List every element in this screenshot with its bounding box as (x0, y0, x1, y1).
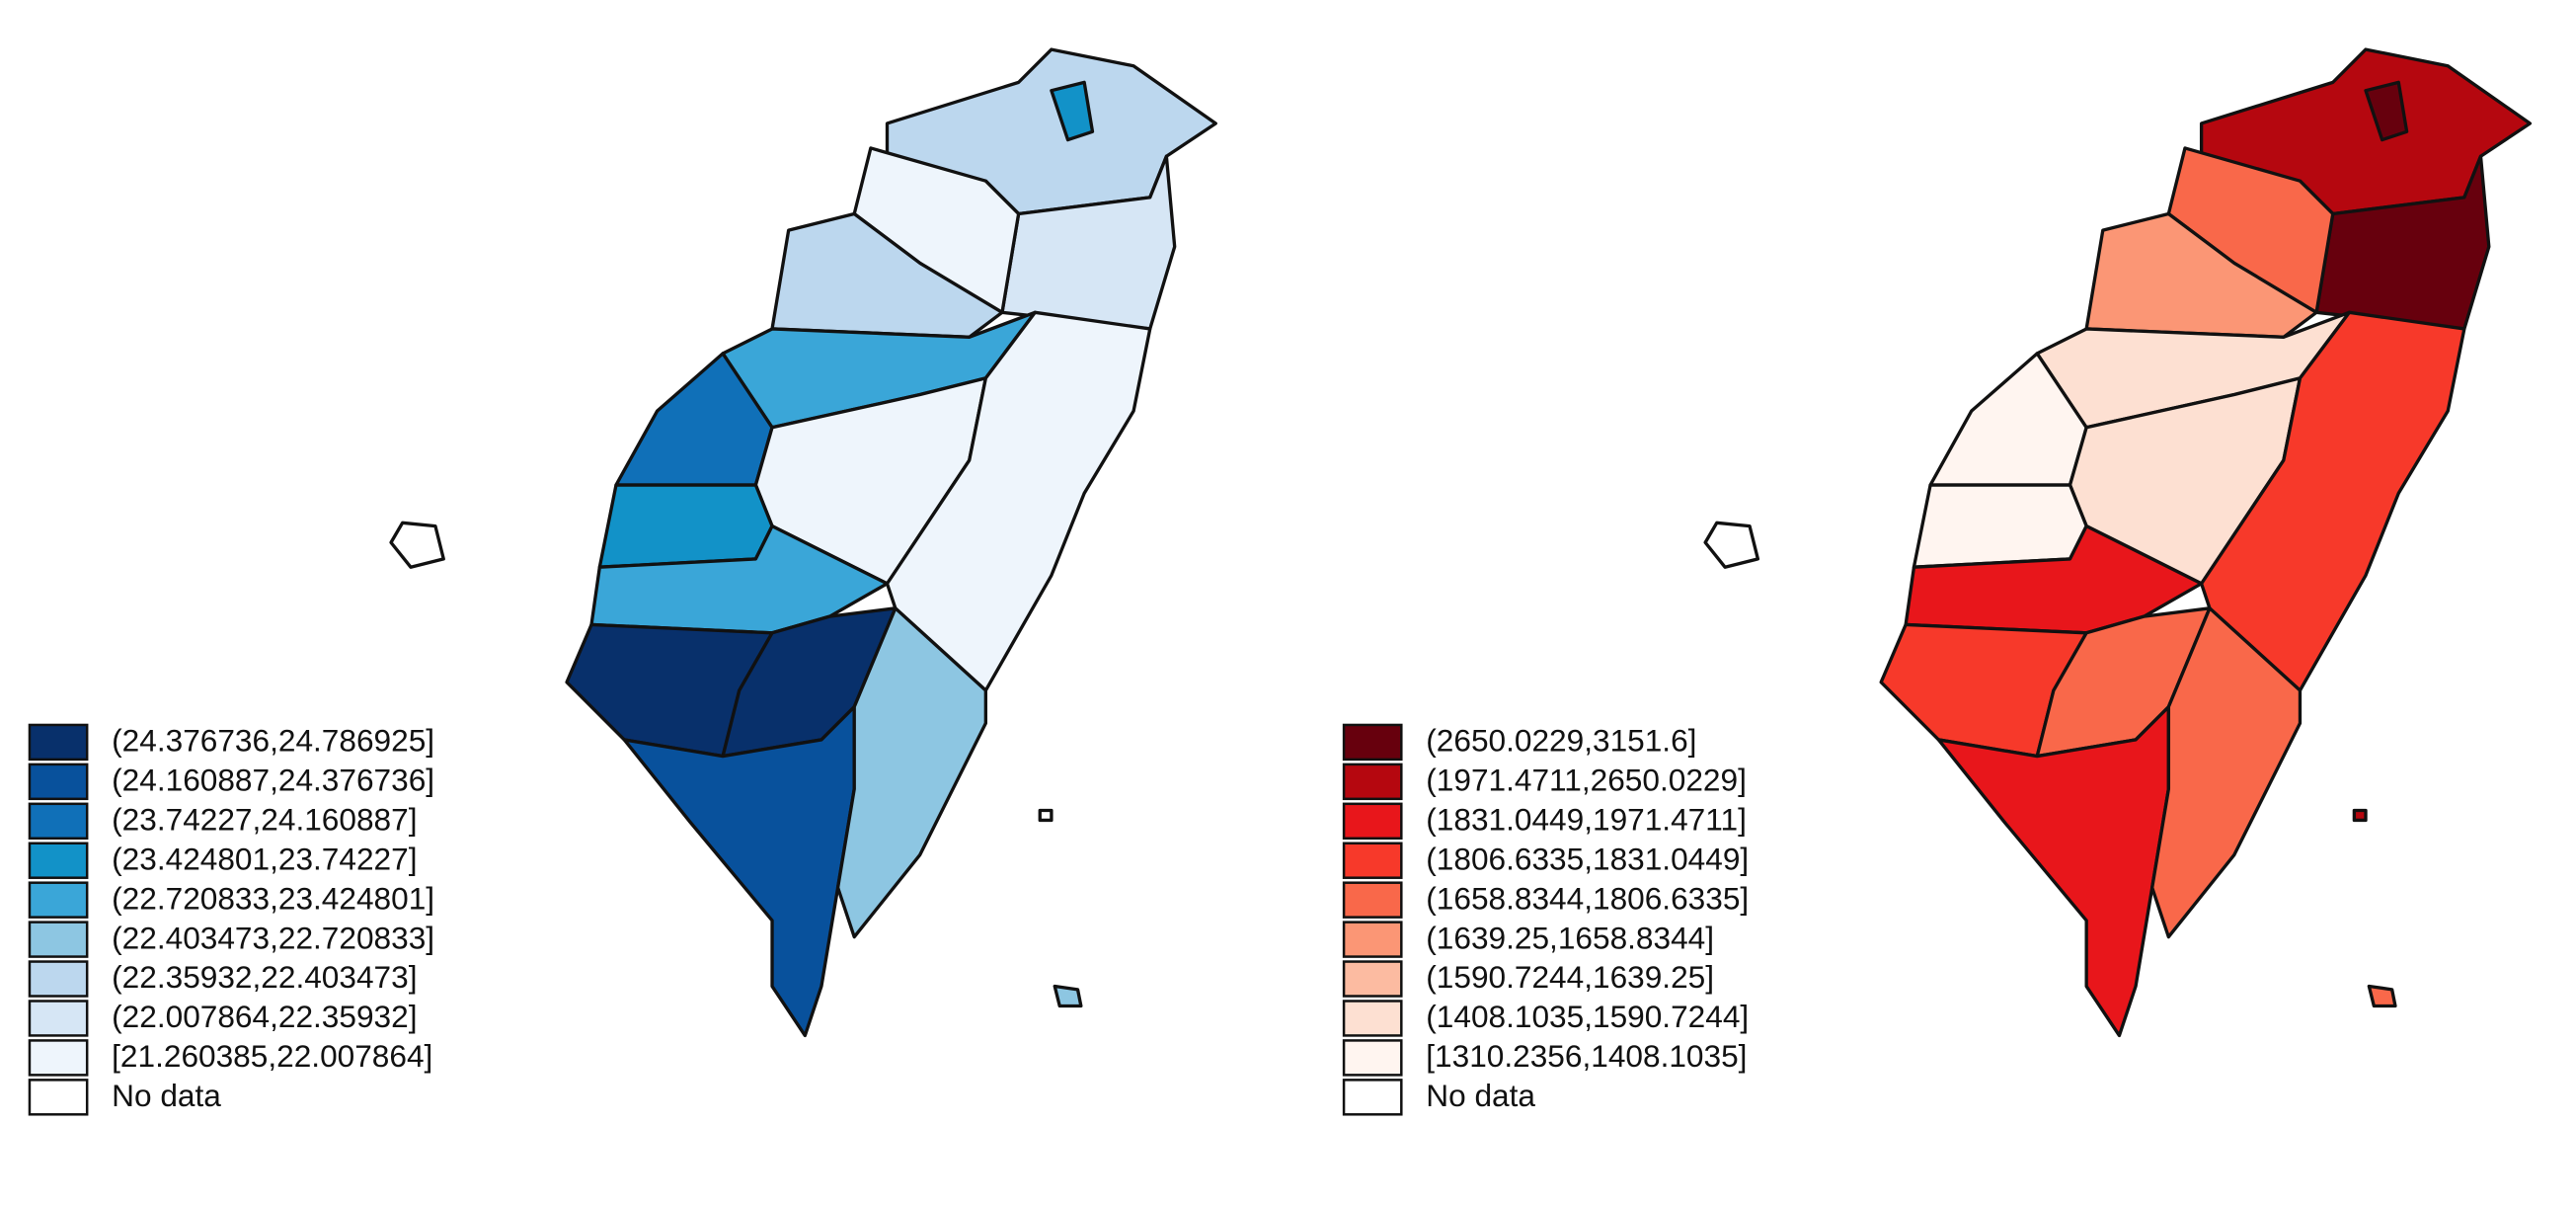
island (389, 521, 445, 569)
legend-swatch (1342, 960, 1403, 998)
legend-label: (1408.1035,1590.7244] (1426, 999, 1749, 1034)
legend-swatch (28, 723, 89, 762)
legend-label: [21.260385,22.007864] (112, 1038, 432, 1074)
legend-label: (24.376736,24.786925] (112, 723, 434, 759)
legend-label: (1971.4711,2650.0229] (1426, 763, 1747, 798)
legend-swatch (28, 881, 89, 919)
legend-swatch (28, 1000, 89, 1037)
legend-label: No data (112, 1078, 221, 1113)
legend-label: (22.35932,22.403473] (112, 959, 417, 995)
legend-label: (24.160887,24.376736] (112, 763, 434, 798)
legend-label: (22.720833,23.424801] (112, 880, 434, 916)
region (2150, 606, 2303, 939)
legend-swatch (28, 960, 89, 998)
legend-label: (1639.25,1658.8344] (1426, 920, 1714, 955)
region (1912, 483, 2088, 569)
island (1703, 521, 1760, 569)
legend-label: (22.403473,22.720833] (112, 920, 434, 955)
legend-swatch (1342, 723, 1403, 762)
region (622, 704, 856, 1038)
region (1050, 80, 1095, 142)
legend: (24.376736,24.786925] (24.160887,24.37673… (28, 723, 434, 1116)
island (2367, 984, 2397, 1008)
island (2352, 808, 2368, 823)
map (389, 47, 1217, 1038)
legend-label: (22.007864,22.35932] (112, 999, 417, 1034)
legend: (2650.0229,3151.6](1971.4711,2650.0229](… (1342, 723, 1749, 1116)
legend-swatch (1342, 1000, 1403, 1037)
region (597, 483, 774, 569)
island (1038, 808, 1054, 823)
legend-label: (23.424801,23.74227] (112, 841, 417, 876)
legend-swatch (1342, 802, 1403, 841)
legend-swatch (1342, 921, 1403, 958)
legend-label: (1831.0449,1971.4711] (1426, 801, 1747, 837)
region (835, 606, 988, 939)
legend-label: (1806.6335,1831.0449] (1426, 841, 1749, 876)
region (1936, 704, 2171, 1038)
legend-swatch (28, 802, 89, 841)
legend-swatch (1342, 1079, 1403, 1116)
island (1053, 984, 1083, 1008)
legend-swatch (28, 1039, 89, 1077)
legend-swatch (28, 921, 89, 958)
legend-swatch (1342, 1039, 1403, 1077)
legend-swatch (28, 842, 89, 879)
legend-swatch (1342, 763, 1403, 801)
legend-label: (23.74227,24.160887] (112, 801, 417, 837)
legend-label: (2650.0229,3151.6] (1426, 723, 1696, 759)
region (2364, 80, 2409, 142)
legend-label: No data (1426, 1078, 1535, 1113)
legend-swatch (1342, 881, 1403, 919)
legend-swatch (1342, 842, 1403, 879)
legend-swatch (28, 1079, 89, 1116)
legend-label: (1658.8344,1806.6335] (1426, 880, 1749, 916)
legend-swatch (28, 763, 89, 801)
legend-label: (1590.7244,1639.25] (1426, 959, 1714, 995)
legend-label: [1310.2356,1408.1035] (1426, 1038, 1747, 1074)
map (1703, 47, 2533, 1038)
